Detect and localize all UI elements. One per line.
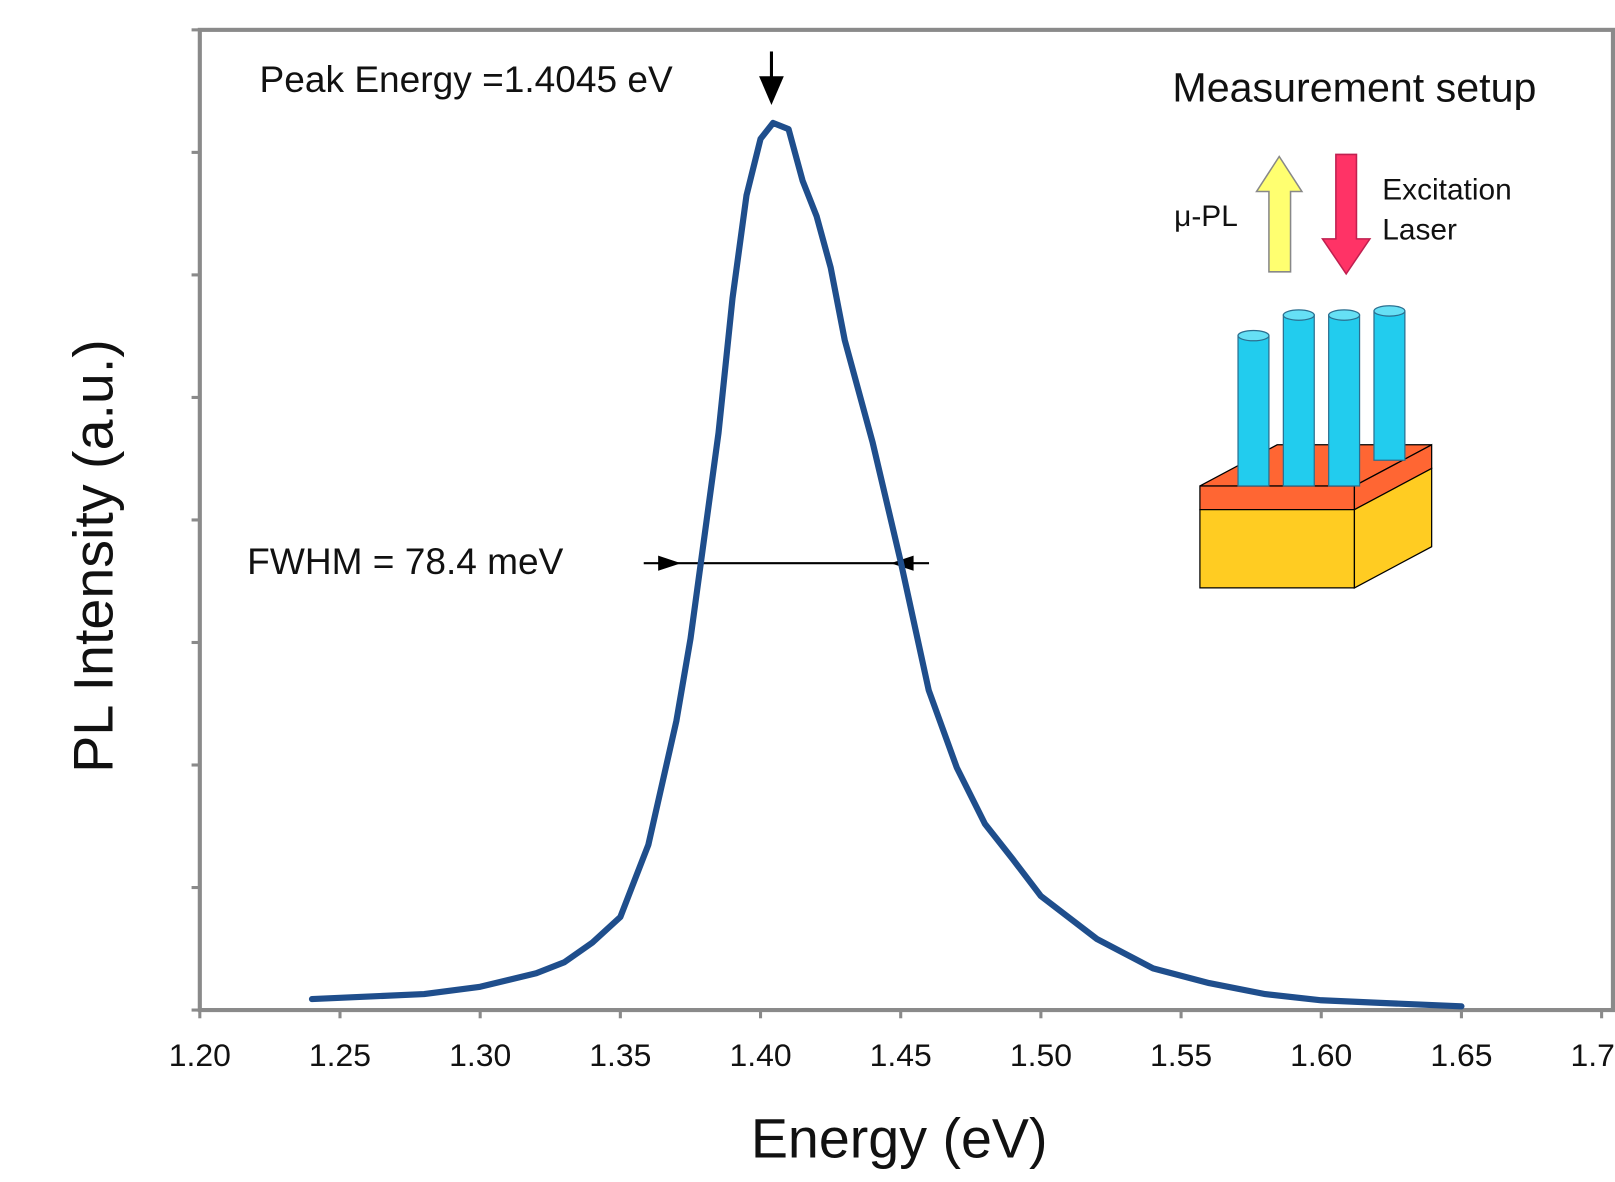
sample-block xyxy=(1199,443,1433,589)
y-axis-label: PL Intensity (a.u.) xyxy=(63,339,125,773)
laser-label: Laser xyxy=(1382,214,1457,247)
laser-label: Excitation xyxy=(1382,173,1511,206)
x-axis-label: Energy (eV) xyxy=(751,1108,1048,1170)
pl-arrow xyxy=(1255,155,1304,273)
peak-annotation: Peak Energy =1.4045 eV xyxy=(260,58,673,100)
x-tick-label: 1.30 xyxy=(449,1037,511,1073)
x-tick-label: 1.35 xyxy=(589,1037,651,1073)
fwhm-annotation: FWHM = 78.4 meV xyxy=(247,540,563,582)
nanowires xyxy=(1237,305,1406,487)
peak-arrow xyxy=(759,51,784,106)
x-tick-label: 1.25 xyxy=(309,1037,371,1073)
x-tick-label: 1.60 xyxy=(1290,1037,1352,1073)
x-tick-label: 1.45 xyxy=(870,1037,932,1073)
x-tick-label: 1.50 xyxy=(1010,1037,1072,1073)
x-tick-label: 1.70 xyxy=(1571,1037,1615,1073)
x-tick-label: 1.40 xyxy=(729,1037,791,1073)
x-tick-label: 1.65 xyxy=(1430,1037,1492,1073)
fwhm-arrow xyxy=(643,555,930,571)
x-tick-label: 1.20 xyxy=(169,1037,231,1073)
spectrum-line xyxy=(308,119,1465,1010)
laser-arrow xyxy=(1321,153,1372,276)
inset-title: Measurement setup xyxy=(1172,64,1536,110)
x-tick-label: 1.55 xyxy=(1150,1037,1212,1073)
pl-label: μ-PL xyxy=(1174,200,1238,233)
